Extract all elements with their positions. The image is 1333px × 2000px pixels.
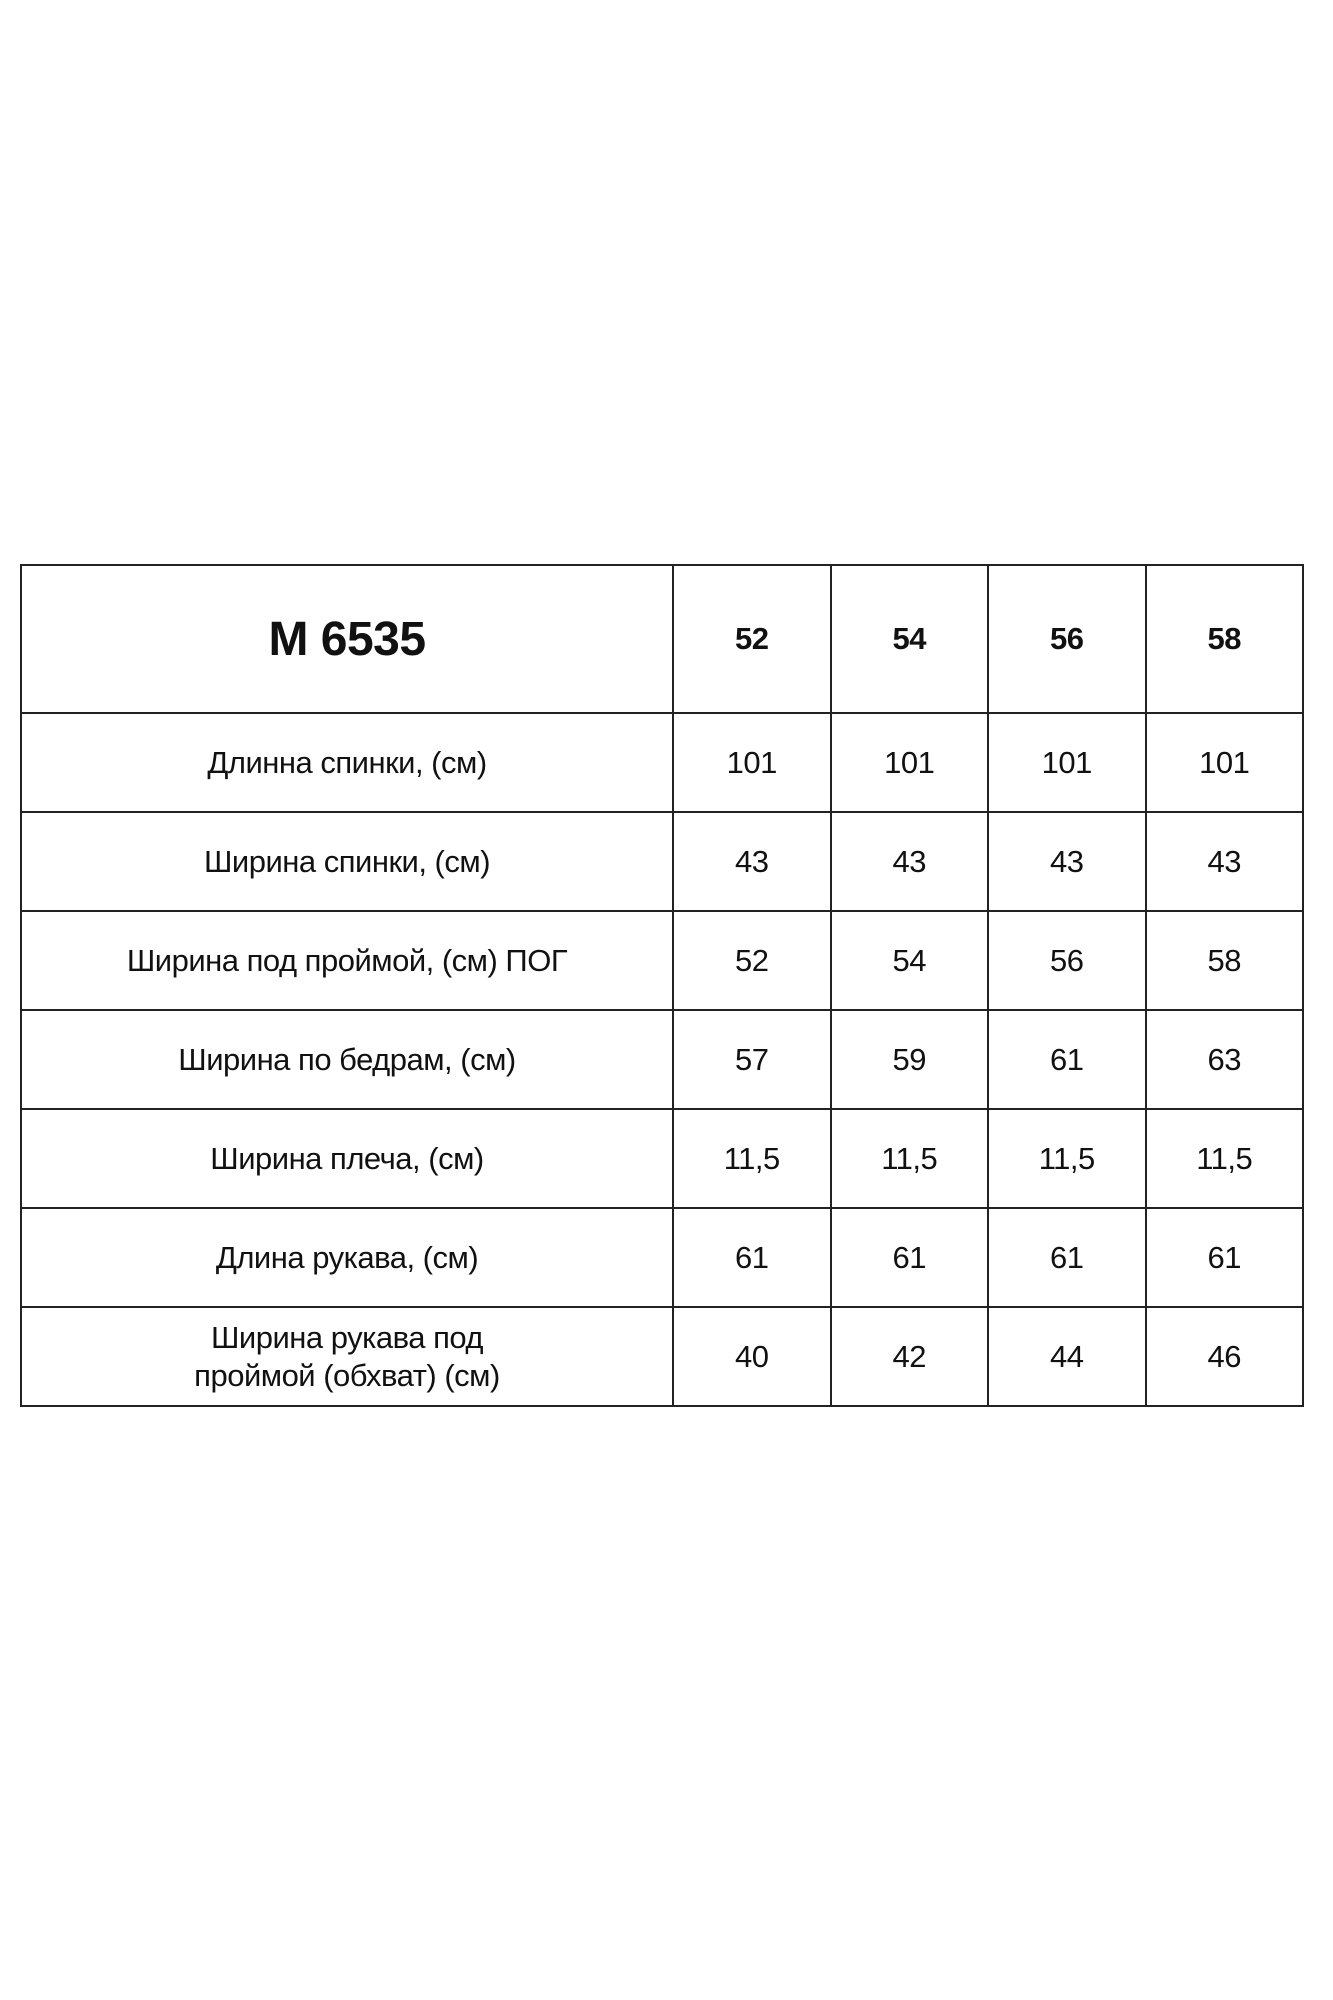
measurement-value: 57 — [672, 1009, 832, 1110]
measurement-value: 59 — [829, 1009, 989, 1110]
size-header: 52 — [672, 564, 832, 714]
measurement-value: 44 — [987, 1306, 1147, 1407]
measurement-label: Длина рукава, (см) — [20, 1207, 674, 1308]
measurement-value: 43 — [987, 811, 1147, 912]
measurement-label: Ширина рукава под проймой (обхват) (см) — [20, 1306, 674, 1407]
table-row: Ширина плеча, (см) 11,5 11,5 11,5 11,5 — [20, 1108, 1304, 1209]
measurement-value: 61 — [672, 1207, 832, 1308]
measurement-value: 11,5 — [672, 1108, 832, 1209]
measurement-value: 43 — [672, 811, 832, 912]
measurement-value: 101 — [1144, 712, 1304, 813]
measurement-value: 11,5 — [987, 1108, 1147, 1209]
measurement-value: 61 — [1144, 1207, 1304, 1308]
measurement-value: 43 — [829, 811, 989, 912]
measurement-value: 63 — [1144, 1009, 1304, 1110]
size-header: 58 — [1144, 564, 1304, 714]
table-row: Ширина рукава под проймой (обхват) (см) 4… — [20, 1306, 1304, 1407]
measurement-value: 54 — [829, 910, 989, 1011]
measurement-value: 40 — [672, 1306, 832, 1407]
table-row: Ширина спинки, (см) 43 43 43 43 — [20, 811, 1304, 912]
measurement-label: Ширина спинки, (см) — [20, 811, 674, 912]
measurement-value: 61 — [829, 1207, 989, 1308]
measurement-label: Ширина по бедрам, (см) — [20, 1009, 674, 1110]
measurement-label: Ширина плеча, (см) — [20, 1108, 674, 1209]
header-row: М 6535 52 54 56 58 — [20, 564, 1304, 714]
table-row: Длина рукава, (см) 61 61 61 61 — [20, 1207, 1304, 1308]
model-title: М 6535 — [20, 564, 674, 714]
measurement-value: 101 — [829, 712, 989, 813]
size-chart-table: М 6535 52 54 56 58 Длинна спинки, (см) 10… — [20, 564, 1304, 1407]
measurement-value: 46 — [1144, 1306, 1304, 1407]
table-row: Длинна спинки, (см) 101 101 101 101 — [20, 712, 1304, 813]
measurement-value: 56 — [987, 910, 1147, 1011]
measurement-value: 61 — [987, 1009, 1147, 1110]
measurement-label: Длинна спинки, (см) — [20, 712, 674, 813]
measurement-value: 58 — [1144, 910, 1304, 1011]
table-row: Ширина под проймой, (см) ПОГ 52 54 56 58 — [20, 910, 1304, 1011]
measurement-value: 43 — [1144, 811, 1304, 912]
measurement-value: 101 — [672, 712, 832, 813]
size-header: 56 — [987, 564, 1147, 714]
measurement-value: 11,5 — [829, 1108, 989, 1209]
measurement-value: 52 — [672, 910, 832, 1011]
measurement-value: 11,5 — [1144, 1108, 1304, 1209]
table-row: Ширина по бедрам, (см) 57 59 61 63 — [20, 1009, 1304, 1110]
measurement-value: 42 — [829, 1306, 989, 1407]
size-header: 54 — [829, 564, 989, 714]
measurement-value: 61 — [987, 1207, 1147, 1308]
measurement-label: Ширина под проймой, (см) ПОГ — [20, 910, 674, 1011]
measurement-value: 101 — [987, 712, 1147, 813]
